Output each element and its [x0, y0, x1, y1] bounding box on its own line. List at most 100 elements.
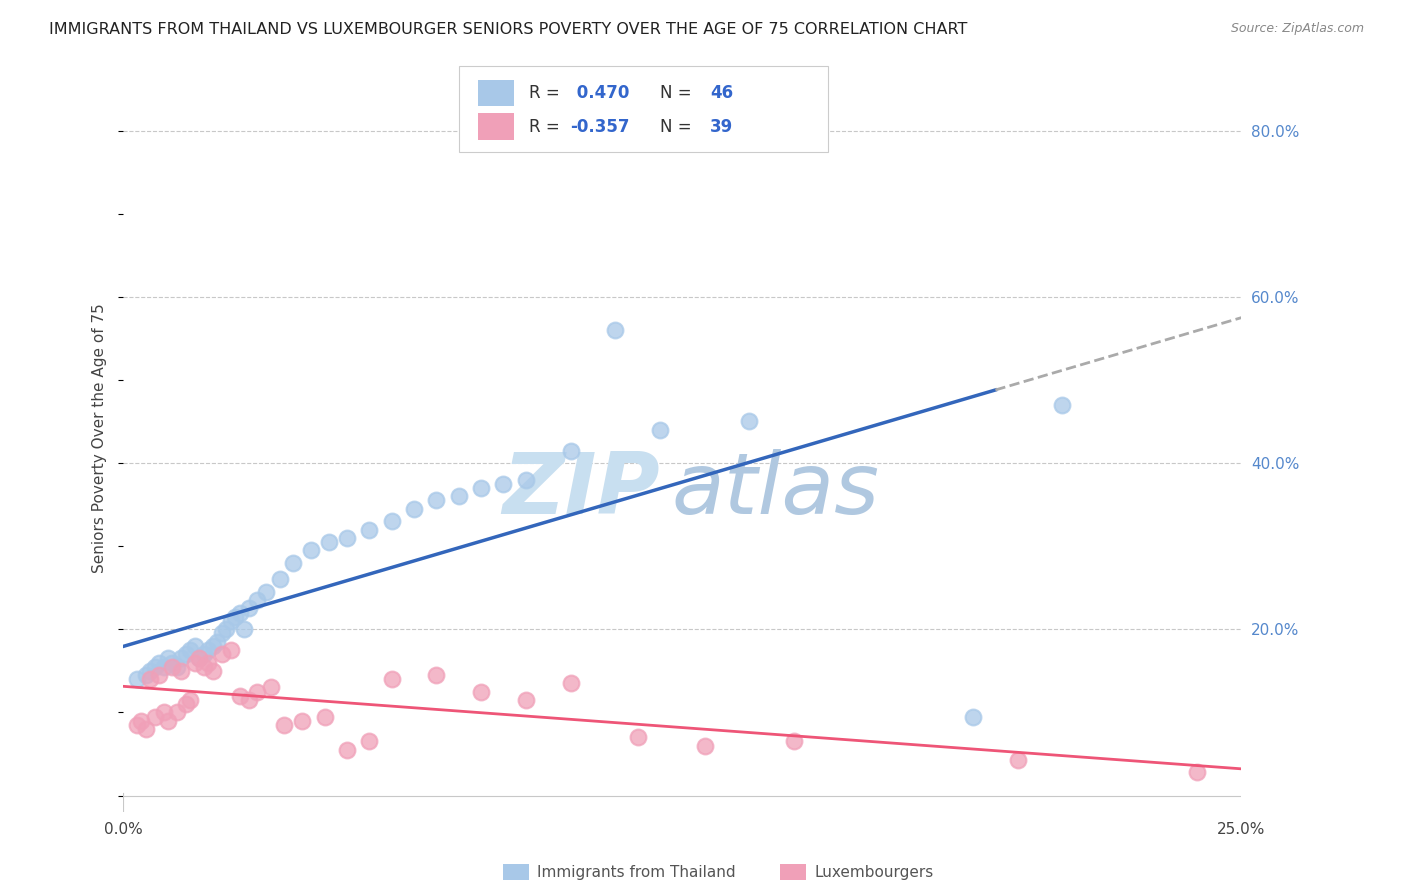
Point [211, 626, 233, 640]
Point [162, 656, 184, 670]
Point [179, 693, 201, 707]
Point [193, 647, 215, 661]
FancyBboxPatch shape [478, 79, 513, 106]
Point [135, 722, 157, 736]
Point [224, 609, 246, 624]
Point [470, 481, 492, 495]
Point [425, 668, 447, 682]
Point [492, 476, 515, 491]
Text: R =: R = [529, 84, 565, 103]
Text: IMMIGRANTS FROM THAILAND VS LUXEMBOURGER SENIORS POVERTY OVER THE AGE OF 75 CORR: IMMIGRANTS FROM THAILAND VS LUXEMBOURGER… [49, 22, 967, 37]
Point [560, 443, 582, 458]
Point [283, 556, 305, 570]
Text: N =: N = [659, 118, 697, 136]
Point [143, 709, 166, 723]
Point [336, 743, 359, 757]
Point [515, 473, 537, 487]
FancyBboxPatch shape [478, 113, 513, 140]
Point [381, 514, 404, 528]
Text: Luxembourgers: Luxembourgers [814, 865, 934, 880]
Text: atlas: atlas [671, 449, 879, 532]
Point [314, 709, 336, 723]
Point [693, 739, 716, 753]
Point [425, 493, 447, 508]
Point [148, 668, 170, 682]
Point [627, 731, 650, 745]
Point [738, 415, 761, 429]
Text: 39: 39 [710, 118, 734, 136]
Point [962, 709, 984, 723]
Point [273, 718, 295, 732]
Point [135, 668, 157, 682]
Point [139, 672, 162, 686]
Point [129, 714, 152, 728]
Point [783, 734, 806, 748]
Text: Source: ZipAtlas.com: Source: ZipAtlas.com [1230, 22, 1364, 36]
Y-axis label: Seniors Poverty Over the Age of 75: Seniors Poverty Over the Age of 75 [93, 303, 107, 573]
Point [211, 647, 233, 661]
FancyBboxPatch shape [458, 66, 828, 153]
Point [125, 672, 148, 686]
Point [318, 535, 340, 549]
Point [228, 606, 250, 620]
Point [188, 651, 211, 665]
Point [233, 622, 256, 636]
Point [188, 651, 211, 665]
Point [605, 323, 627, 337]
Point [143, 659, 166, 673]
Point [152, 706, 174, 720]
Point [162, 659, 184, 673]
Text: 46: 46 [710, 84, 734, 103]
Text: R =: R = [529, 118, 565, 136]
Point [246, 593, 269, 607]
Point [205, 634, 228, 648]
Text: N =: N = [659, 84, 697, 103]
Point [184, 656, 207, 670]
Point [125, 718, 148, 732]
Point [447, 489, 470, 503]
Point [246, 684, 269, 698]
Point [359, 734, 381, 748]
Point [238, 693, 260, 707]
Point [139, 664, 162, 678]
Point [238, 601, 260, 615]
Point [166, 659, 188, 673]
Point [336, 531, 359, 545]
Point [291, 714, 314, 728]
Point [215, 622, 238, 636]
Point [157, 714, 180, 728]
Text: -0.357: -0.357 [571, 118, 630, 136]
Point [1185, 765, 1208, 780]
Point [148, 656, 170, 670]
Point [1052, 398, 1074, 412]
Point [179, 643, 201, 657]
Point [174, 697, 197, 711]
Point [254, 585, 277, 599]
Text: 0.470: 0.470 [571, 84, 628, 103]
Point [197, 643, 219, 657]
Point [170, 651, 193, 665]
Point [174, 647, 197, 661]
Point [228, 689, 250, 703]
Point [201, 639, 224, 653]
Point [166, 706, 188, 720]
Point [219, 643, 242, 657]
Text: ZIP: ZIP [502, 449, 659, 532]
Point [201, 664, 224, 678]
Point [470, 684, 492, 698]
Point [157, 651, 180, 665]
Point [170, 664, 193, 678]
Point [193, 659, 215, 673]
Text: Immigrants from Thailand: Immigrants from Thailand [537, 865, 735, 880]
Point [402, 501, 425, 516]
Point [515, 693, 537, 707]
Point [299, 543, 322, 558]
Point [197, 656, 219, 670]
Point [260, 681, 283, 695]
Point [648, 423, 671, 437]
Point [359, 523, 381, 537]
Point [560, 676, 582, 690]
Point [152, 659, 174, 673]
Point [1007, 753, 1029, 767]
Point [381, 672, 404, 686]
